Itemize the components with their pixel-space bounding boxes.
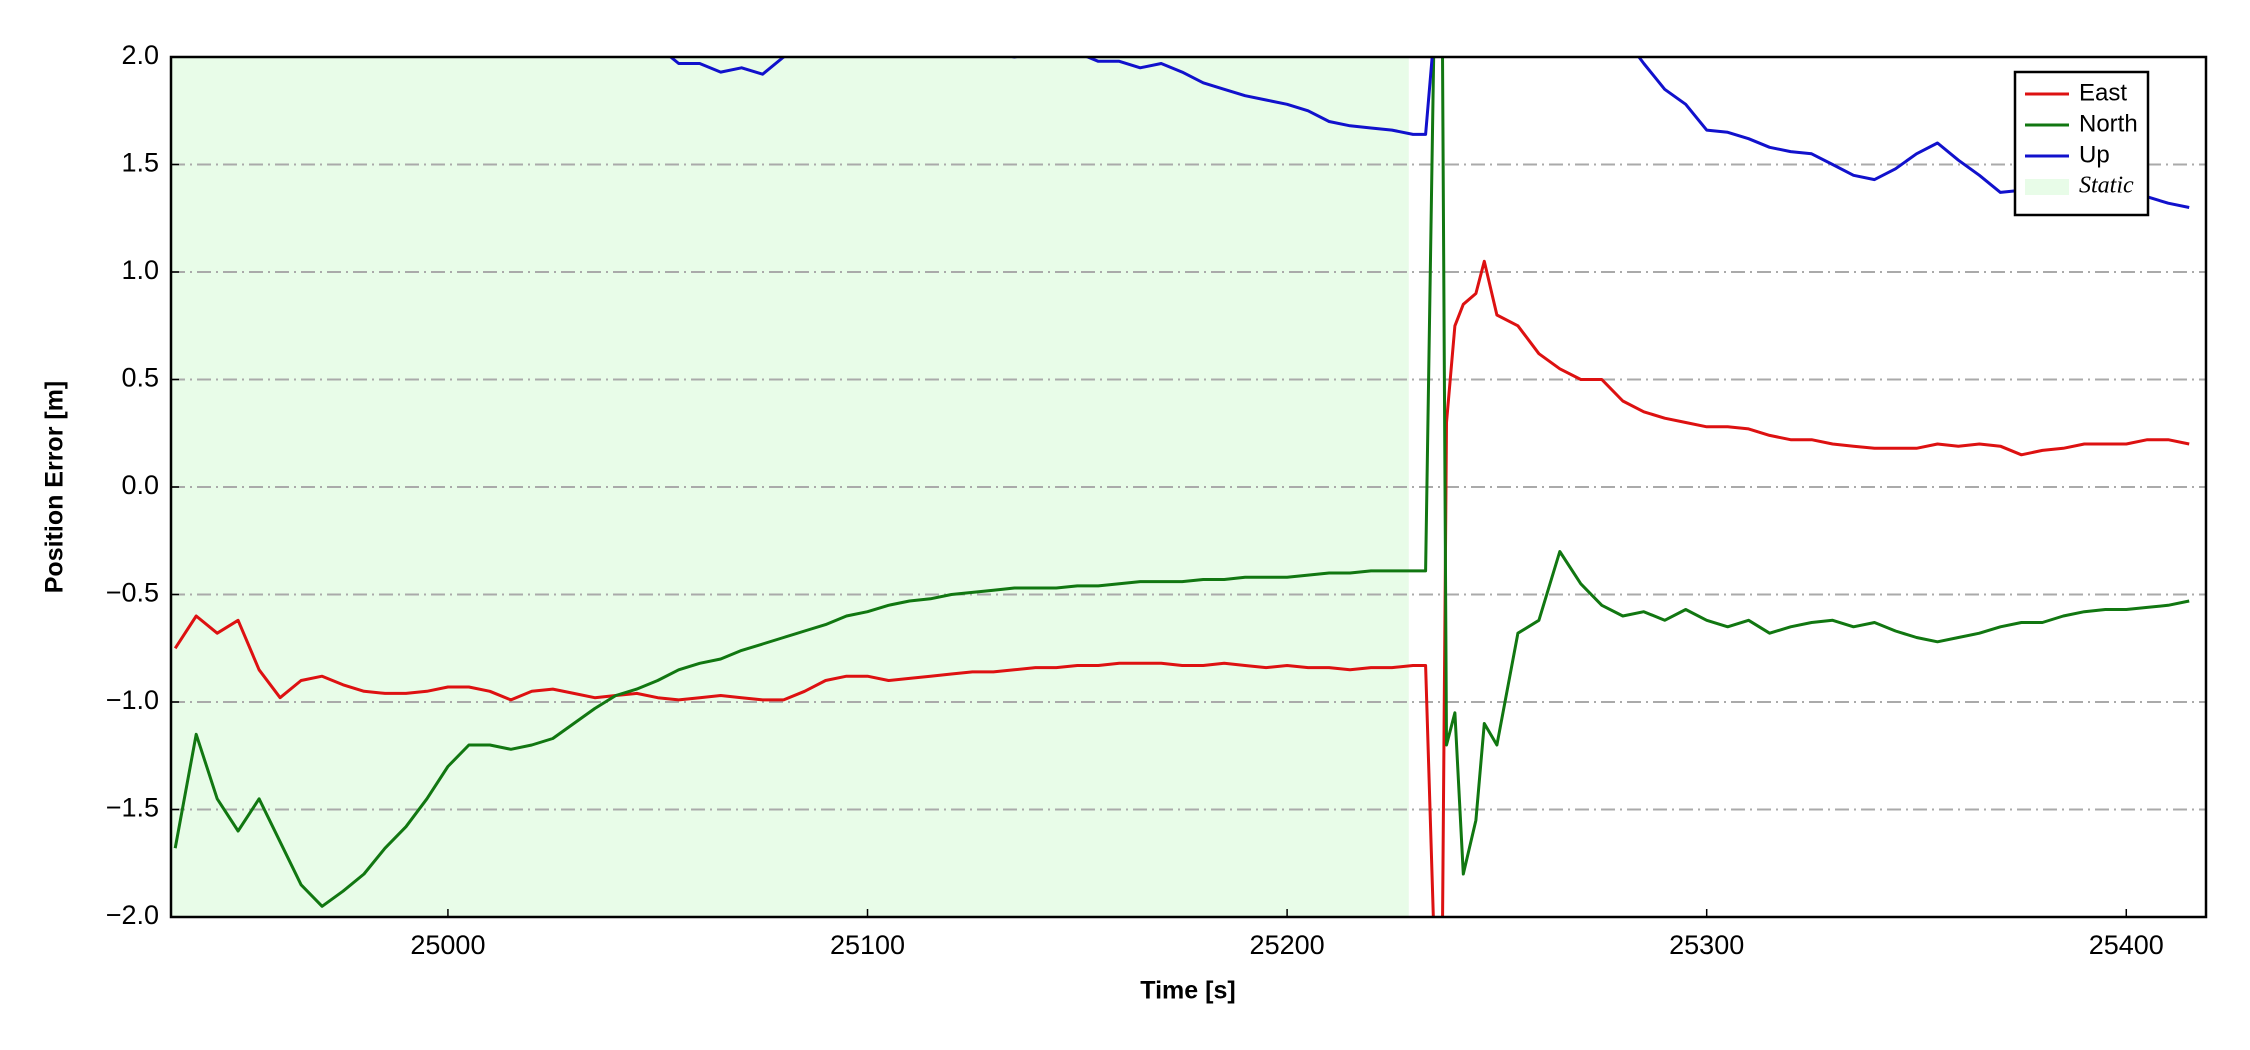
x-axis-label: Time [s] (1140, 977, 1235, 1005)
legend-swatch (2025, 179, 2069, 195)
series-line (173, 259, 2190, 917)
series-line (668, 57, 2190, 209)
legend-label: East (2079, 79, 2127, 106)
plot-frame (169, 55, 2208, 919)
legend-label: North (2079, 110, 2138, 137)
series-line (173, 57, 2190, 908)
x-tick-label: 25400 (2089, 930, 2164, 960)
lines (173, 57, 2190, 917)
y-tick-label: 0.0 (121, 470, 159, 500)
y-tick-label: 1.0 (121, 255, 159, 285)
legend-label: Up (2079, 141, 2110, 168)
y-tick-label: 0.5 (121, 363, 159, 393)
x-tick-label: 25100 (830, 930, 905, 960)
x-tick-label: 25300 (1669, 930, 1744, 960)
y-tick-label: 1.5 (121, 148, 159, 178)
y-tick-label: −1.5 (106, 793, 159, 823)
x-tick-label: 25200 (1250, 930, 1325, 960)
x-tick-label: 25000 (410, 930, 485, 960)
y-tick-label: 2.0 (121, 40, 159, 70)
y-tick-label: −1.0 (106, 685, 159, 715)
y-axis-label: Position Error [m] (41, 381, 69, 594)
legend-label: Static (2079, 173, 2134, 199)
y-tick-label: −0.5 (106, 578, 159, 608)
y-tick-label: −2.0 (106, 900, 159, 930)
